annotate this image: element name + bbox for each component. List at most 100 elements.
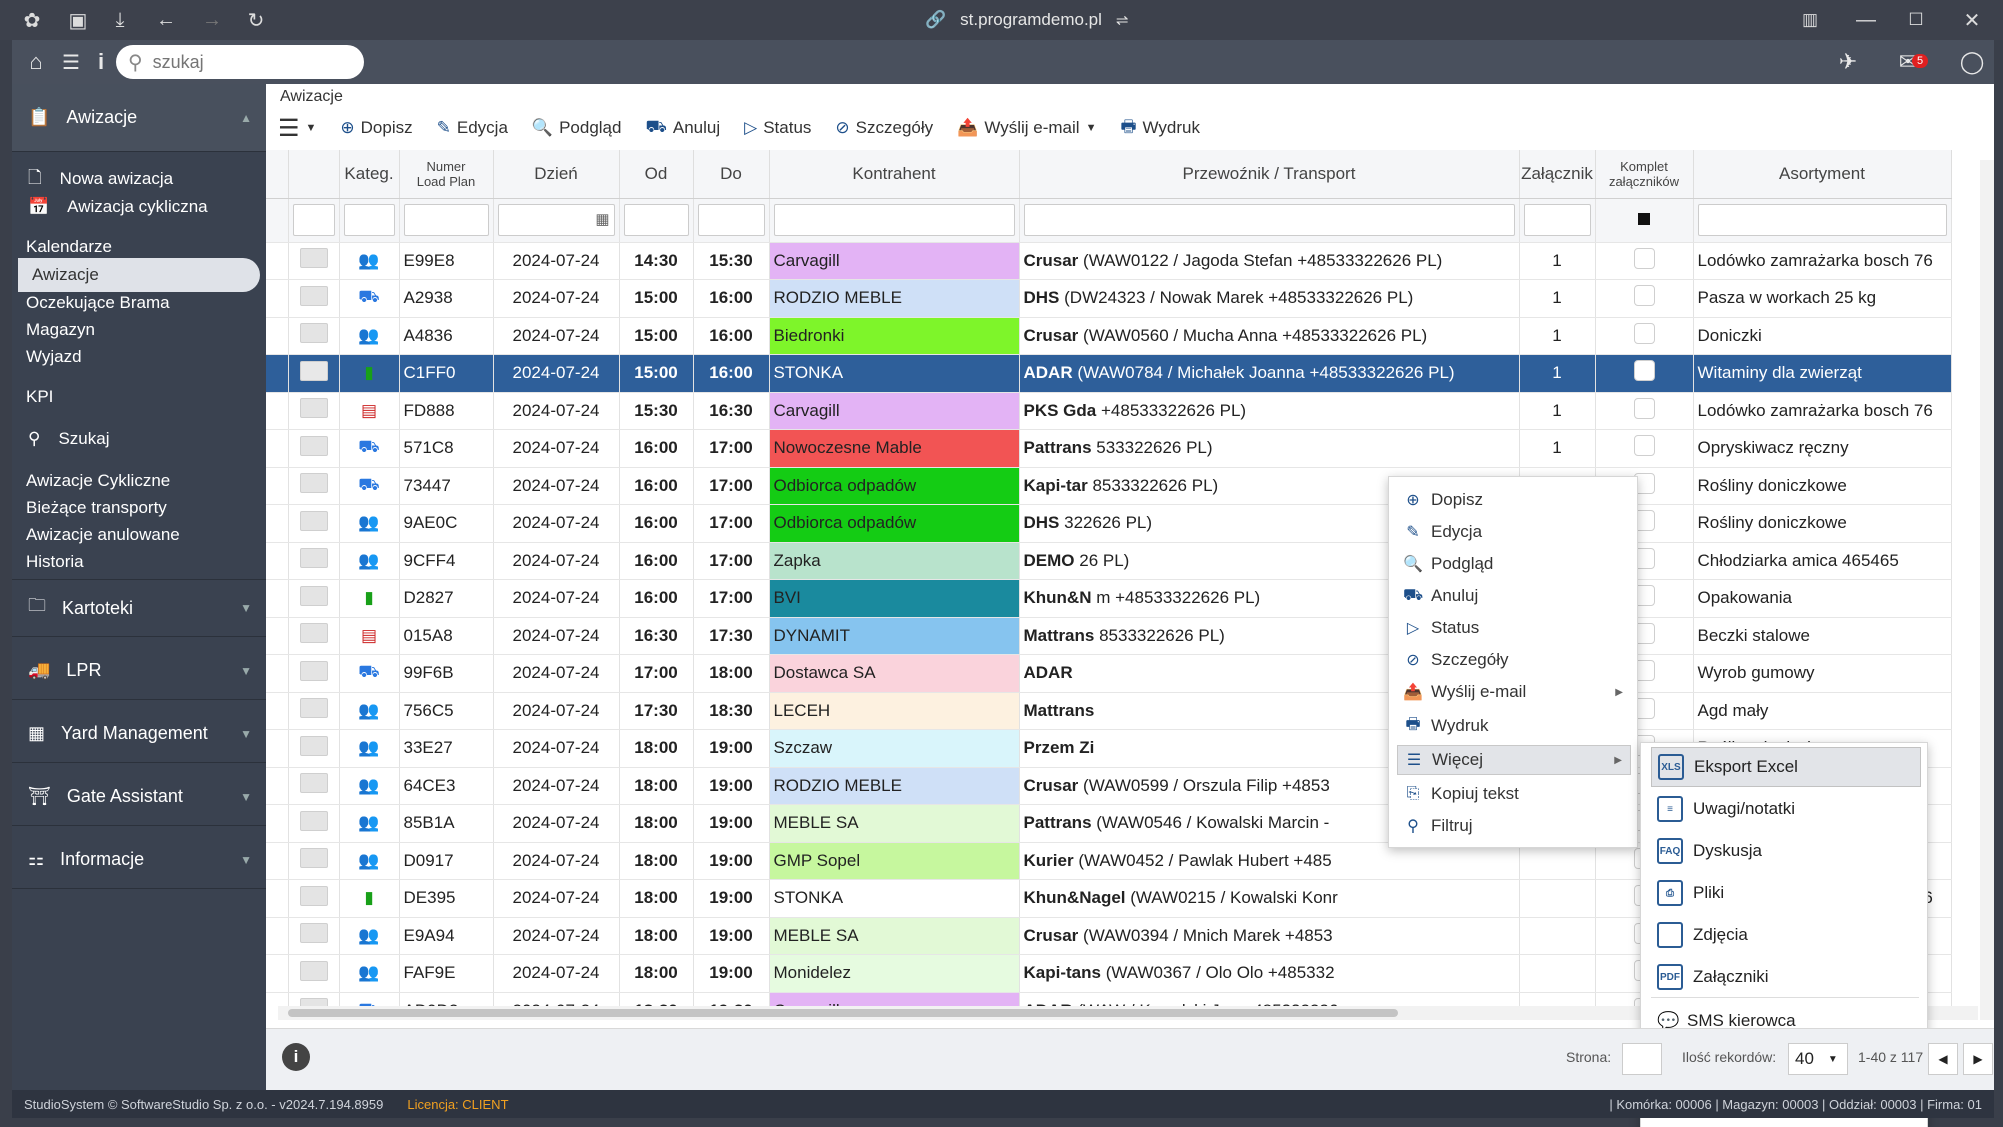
row-select-cell[interactable] <box>288 879 340 918</box>
row-select-box[interactable] <box>299 660 328 681</box>
forward-icon[interactable]: → <box>202 8 222 31</box>
row-select-cell[interactable] <box>288 392 340 430</box>
sidebar-item-nowa-awizacja[interactable]: 🗋 Nowa awizacja <box>12 162 266 196</box>
row-select-box[interactable] <box>299 885 328 906</box>
row-select-box[interactable] <box>299 923 328 944</box>
row-select-box[interactable] <box>299 473 328 494</box>
submenu-item-5[interactable]: Zdjęcia <box>1651 915 1921 955</box>
search-box[interactable]: ⚲ <box>116 45 364 79</box>
sidebar-item-oczekujace-brama[interactable]: Oczekujące Brama <box>26 293 170 312</box>
address-bar[interactable]: 🔗 st.programdemo.pl ⇌ <box>925 0 1128 40</box>
table-row[interactable]: 👥 9CFF4 2024-07-24 16:00 17:00 Zapka DEMO 26 P… <box>266 542 1952 580</box>
home-icon[interactable]: ⌂ <box>29 49 43 74</box>
row-select-cell[interactable] <box>288 654 340 693</box>
context-item-dopisz[interactable]: ⊕ Dopisz <box>1397 485 1631 515</box>
table-row[interactable]: ⛟ 73447 2024-07-24 16:00 17:00 Odbiorca odpad… <box>266 467 1952 505</box>
komplet-checkbox[interactable] <box>1633 397 1655 419</box>
context-item-anuluj[interactable]: ⛟ Anuluj <box>1397 581 1631 611</box>
submenu-item-1[interactable]: XLS Eksport Excel <box>1651 747 1921 787</box>
row-select-cell[interactable] <box>288 842 340 880</box>
col-asortyment[interactable]: Asortyment <box>1693 150 1952 199</box>
context-item-filtruj[interactable]: ⚲ Filtruj <box>1397 811 1631 841</box>
next-page-button[interactable]: ▶ <box>1963 1043 1993 1075</box>
row-select-box[interactable] <box>299 548 328 569</box>
col-zalacznik[interactable]: Załącznik <box>1519 150 1596 199</box>
sidebar-item-awizacja-cykliczna[interactable]: 📅 Awizacja cykliczna <box>12 190 266 224</box>
minimize-icon[interactable]: — <box>1856 8 1876 31</box>
sidebar-toggle-icon[interactable]: ▣ <box>68 9 88 32</box>
context-item-więcej[interactable]: ☰ Więcej ▶ <box>1397 745 1631 775</box>
komplet-checkbox[interactable] <box>1633 285 1655 307</box>
row-select-box[interactable] <box>299 623 328 644</box>
row-select-box[interactable] <box>299 773 328 794</box>
table-row[interactable]: ▮ C1FF0 2024-07-24 15:00 16:00 STONKA ADAR (WA… <box>266 354 1952 393</box>
row-select-cell[interactable] <box>288 504 340 543</box>
row-select-box[interactable] <box>299 435 328 456</box>
filter-kateg[interactable] <box>343 204 395 236</box>
sidebar-item-szukaj[interactable]: ⚲ Szukaj <box>12 422 266 456</box>
row-select-cell[interactable] <box>288 692 340 730</box>
submenu-item-2[interactable]: ≡ Uwagi/notatki <box>1651 789 1921 829</box>
col-dzien[interactable]: Dzień <box>493 150 620 199</box>
prev-page-button[interactable]: ◀ <box>1928 1043 1958 1075</box>
wydruk-button[interactable]: 🖶 Wydruk <box>1108 114 1212 143</box>
context-item-szczegóły[interactable]: ⊘ Szczegóły <box>1397 645 1631 675</box>
table-row[interactable]: 👥 A4836 2024-07-24 15:00 16:00 Biedronki Crusa… <box>266 317 1952 355</box>
col-kontrahent[interactable]: Kontrahent <box>769 150 1020 199</box>
filter-dzien[interactable]: ▦ <box>497 204 615 236</box>
row-select-cell[interactable] <box>288 579 340 618</box>
table-row[interactable]: ▤ 015A8 2024-07-24 16:30 17:30 DYNAMIT Mattran… <box>266 617 1952 655</box>
context-item-wyślij-e-mail[interactable]: 📤 Wyślij e-mail ▶ <box>1397 677 1631 707</box>
close-icon[interactable]: ✕ <box>1963 9 1981 32</box>
site-settings-icon[interactable]: ⇌ <box>1115 12 1129 29</box>
list-icon[interactable]: ☰ <box>62 51 80 74</box>
row-select-cell[interactable] <box>288 317 340 355</box>
vertical-scrollbar[interactable] <box>1980 160 1994 1020</box>
row-select-box[interactable] <box>299 248 328 269</box>
row-select-cell[interactable] <box>288 767 340 805</box>
col-kateg[interactable]: Kateg. <box>339 150 400 199</box>
szczegoly-button[interactable]: ⊘ Szczegóły <box>823 118 945 138</box>
row-select-cell[interactable] <box>288 954 340 993</box>
sidebar-item-awizacje-anulowane[interactable]: Awizacje anulowane <box>26 525 180 544</box>
status-button[interactable]: ▷ Status <box>732 118 823 138</box>
row-select-box[interactable] <box>299 323 328 344</box>
row-select-box[interactable] <box>299 960 328 981</box>
table-row[interactable]: 👥 E99E8 2024-07-24 14:30 15:30 Carvagill Crusa… <box>266 242 1952 280</box>
submenu-item-4[interactable]: ⎙ Pliki <box>1651 873 1921 913</box>
table-row[interactable]: 👥 D0917 2024-07-24 18:00 19:00 GMP Sopel Kurie… <box>266 842 1952 880</box>
mail-icon[interactable]: ✉ 5 <box>1888 40 1929 84</box>
split-view-icon[interactable]: ▥ <box>1801 10 1819 29</box>
row-select-box[interactable] <box>299 510 328 531</box>
info-button[interactable]: i <box>282 1043 310 1071</box>
plane-icon[interactable]: ✈ <box>1838 49 1858 74</box>
row-select-cell[interactable] <box>288 729 340 768</box>
table-row[interactable]: 👥 9AE0C 2024-07-24 16:00 17:00 Odbiorca odpad… <box>266 504 1952 543</box>
edycja-button[interactable]: ✎ Edycja <box>425 118 520 138</box>
sidebar-group-kartoteki[interactable]: 🗀 Kartoteki ▼ <box>12 579 266 637</box>
dopisz-button[interactable]: ⊕ Dopisz <box>328 118 424 138</box>
back-icon[interactable]: ← <box>156 8 176 31</box>
row-select-box[interactable] <box>299 585 328 606</box>
col-select[interactable] <box>288 150 340 199</box>
table-row[interactable]: ⛟ 571C8 2024-07-24 16:00 17:00 Nowoczesne Mab… <box>266 429 1952 468</box>
scrollbar-thumb[interactable] <box>288 1009 1398 1017</box>
context-item-podgląd[interactable]: 🔍 Podgląd <box>1397 549 1631 579</box>
submenu-item-6[interactable]: PDF Załączniki <box>1651 957 1921 997</box>
filter-od[interactable] <box>623 204 689 236</box>
sidebar-group-awizacje[interactable]: 📋 Awizacje ▲ <box>12 84 266 152</box>
table-row[interactable]: ▮ D2827 2024-07-24 16:00 17:00 BVI Khun&N m +4… <box>266 579 1952 618</box>
col-przewoznik[interactable]: Przewoźnik / Transport <box>1019 150 1520 199</box>
row-select-cell[interactable] <box>288 542 340 580</box>
komplet-checkbox[interactable] <box>1633 435 1655 457</box>
sidebar-group-gate-assistant[interactable]: ⛩ Gate Assistant ▼ <box>12 768 266 826</box>
context-item-status[interactable]: ▷ Status <box>1397 613 1631 643</box>
row-select-cell[interactable] <box>288 279 340 318</box>
row-select-box[interactable] <box>299 285 328 306</box>
row-select-cell[interactable] <box>288 917 340 955</box>
browser-logo-icon[interactable]: ✿ <box>23 9 41 32</box>
download-icon[interactable]: ⤓ <box>115 8 125 31</box>
row-select-cell[interactable] <box>288 242 340 280</box>
sidebar-item-magazyn[interactable]: Magazyn <box>26 320 95 339</box>
row-select-box[interactable] <box>299 735 328 756</box>
